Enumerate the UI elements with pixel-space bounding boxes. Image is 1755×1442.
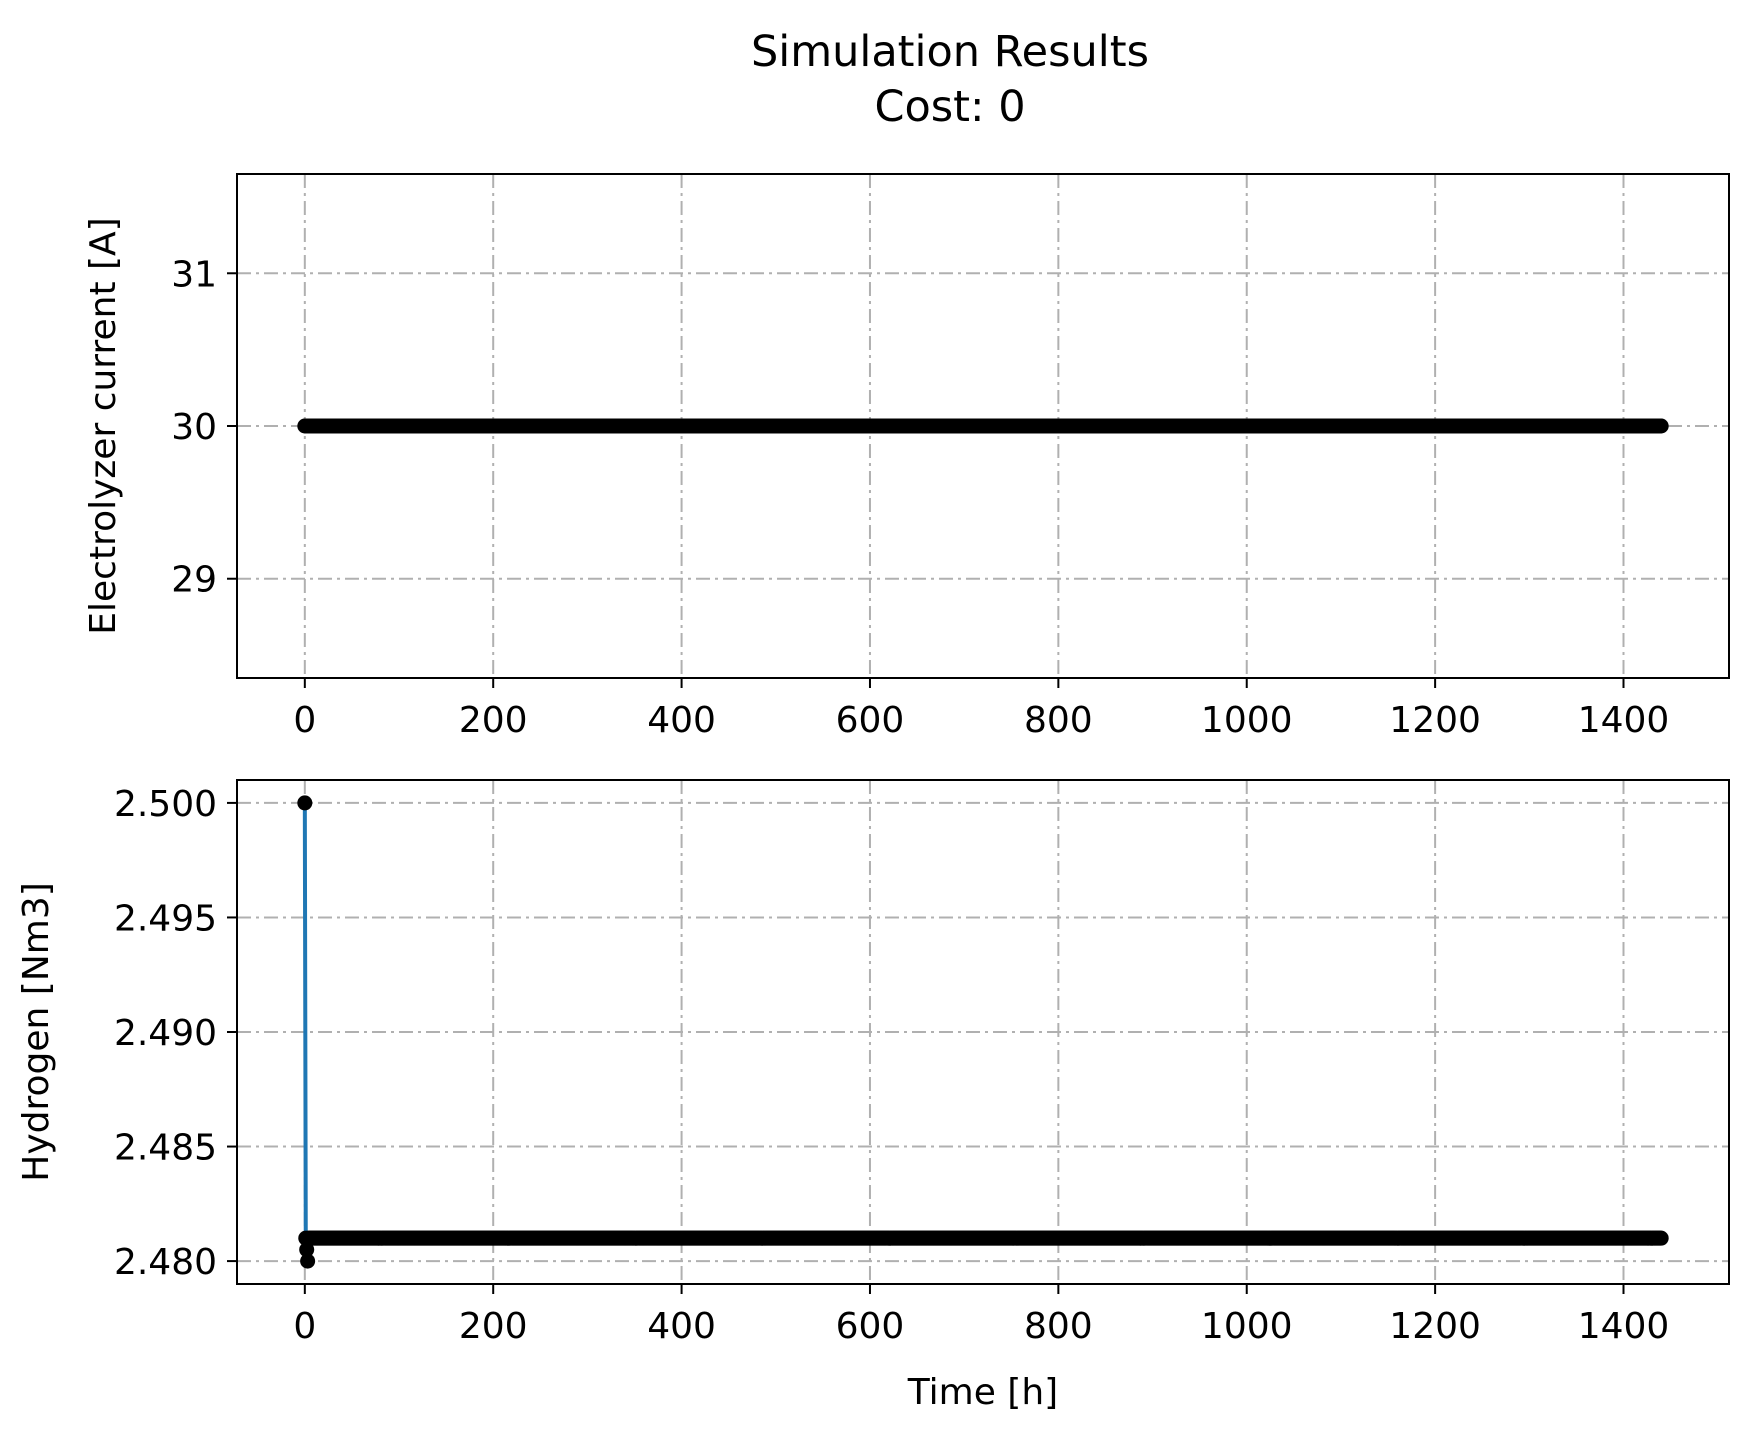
data-point: [1653, 418, 1669, 434]
x-tick-label: 400: [647, 700, 716, 741]
y-axis-label: Electrolyzer current [A]: [83, 217, 124, 634]
y-tick-label: 2.495: [114, 898, 217, 939]
y-tick-label: 2.480: [114, 1242, 217, 1283]
y-tick-label: 2.500: [114, 784, 217, 825]
y-tick-label: 2.485: [114, 1128, 217, 1169]
data-point: [299, 1242, 315, 1258]
x-tick-label: 0: [293, 1306, 316, 1347]
x-tick-label: 800: [1024, 700, 1093, 741]
y-tick-label: 31: [171, 254, 217, 295]
chart-subtitle: Cost: 0: [874, 82, 1025, 132]
x-tick-label: 1000: [1201, 700, 1293, 741]
x-tick-label: 400: [647, 1306, 716, 1347]
x-tick-label: 1000: [1201, 1306, 1293, 1347]
x-tick-label: 1400: [1578, 700, 1670, 741]
x-tick-label: 200: [459, 700, 528, 741]
plot-area: [297, 795, 1669, 1269]
y-tick-label: 30: [171, 407, 217, 448]
plot-area: [297, 418, 1669, 434]
y-axis-label: Hydrogen [Nm3]: [16, 882, 57, 1182]
x-tick-label: 800: [1024, 1306, 1093, 1347]
subplot-2: 0 200 400 600 800 1000 1200 1400 2.480 2.485 2.490…: [16, 779, 1730, 1413]
subplot-1: 0 200 400 600 800 1000 1200 1400 29 30 31 Electroly…: [83, 173, 1730, 741]
y-tick-label: 2.490: [114, 1013, 217, 1054]
x-tick-label: 0: [293, 700, 316, 741]
data-point: [1653, 1230, 1669, 1246]
chart-title: Simulation Results: [751, 27, 1149, 77]
x-tick-label: 600: [836, 700, 905, 741]
x-tick-label: 600: [836, 1306, 905, 1347]
x-axis-label: Time [h]: [907, 1372, 1058, 1413]
x-tick-label: 200: [459, 1306, 528, 1347]
x-tick-label: 1200: [1389, 700, 1481, 741]
data-point: [300, 1253, 316, 1269]
chart-panels: 0 200 400 600 800 1000 1200 1400 29 30 31 Electroly…: [16, 173, 1730, 1413]
x-tick-label: 1400: [1578, 1306, 1670, 1347]
x-tick-label: 1200: [1389, 1306, 1481, 1347]
y-tick-label: 29: [171, 560, 217, 601]
data-point: [297, 795, 313, 811]
